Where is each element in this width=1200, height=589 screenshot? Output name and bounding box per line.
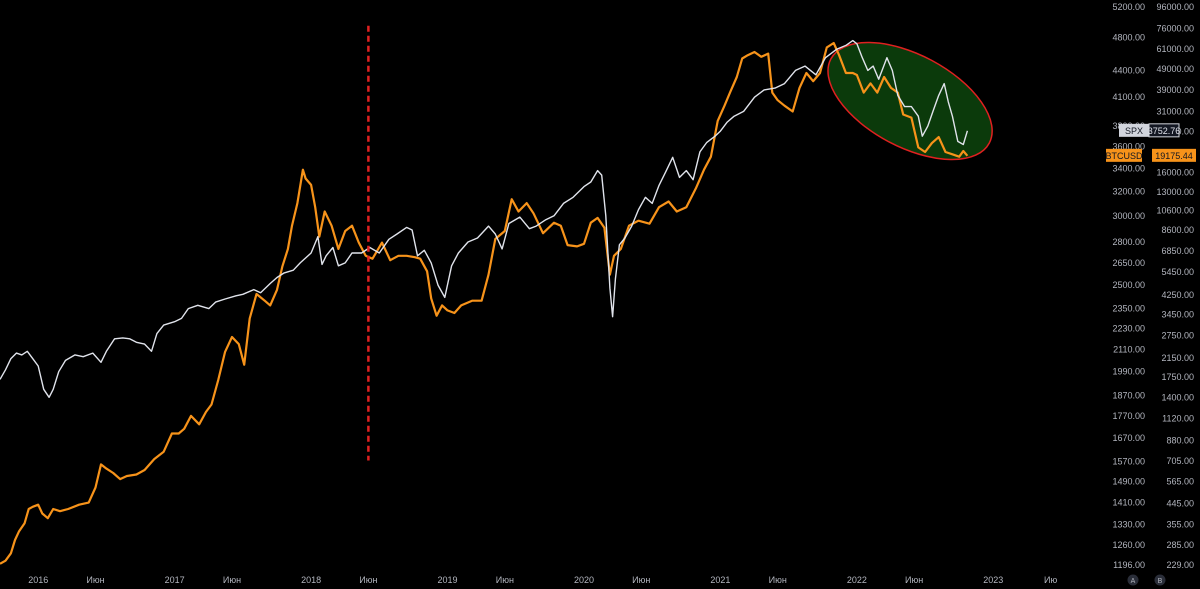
btc-tick-label: 705.00 (1166, 456, 1194, 466)
btc-tick-label: 285.00 (1166, 540, 1194, 550)
x-tick-label: 2021 (710, 575, 730, 585)
spx-tick-label: 4800.00 (1112, 32, 1145, 42)
x-tick-label: Июн (632, 575, 650, 585)
btc-tick-label: 1400.00 (1161, 393, 1194, 403)
btc-tick-label: 6850.00 (1161, 246, 1194, 256)
btcusd-last-value: 19175.44 (1155, 151, 1193, 161)
spx-tick-label: 3400.00 (1112, 163, 1145, 173)
btc-tick-label: 49000.00 (1156, 64, 1194, 74)
spx-tick-label: 1570.00 (1112, 457, 1145, 467)
spx-name-label: SPX (1125, 126, 1143, 136)
btc-tick-label: 8600.00 (1161, 225, 1194, 235)
x-tick-label: Июн (359, 575, 377, 585)
btc-tick-label: 31000.00 (1156, 106, 1194, 116)
spx-tick-label: 2230.00 (1112, 323, 1145, 333)
spx-tick-label: 1490.00 (1112, 477, 1145, 487)
btcusd-value-badge (1152, 148, 1196, 162)
spx-tick-label: 1870.00 (1112, 390, 1145, 400)
spx-tick-label: 1990.00 (1112, 367, 1145, 377)
annotations-back (827, 41, 993, 161)
spx-name-badge (1119, 123, 1149, 137)
x-tick-label: 2020 (574, 575, 594, 585)
spx-line (0, 39, 969, 398)
btc-tick-label: 16000.00 (1156, 168, 1194, 178)
x-tick-label: Июн (769, 575, 787, 585)
spx-last-value: 3752.76 (1148, 126, 1181, 136)
btc-tick-label: 96000.00 (1156, 2, 1194, 12)
btc-tick-label: 4250.00 (1161, 290, 1194, 300)
spx-tick-label: 1330.00 (1112, 520, 1145, 530)
highlight-ellipse (827, 41, 993, 161)
btcusd-line (0, 41, 969, 565)
btc-tick-label: 13000.00 (1156, 187, 1194, 197)
spx-tick-label: 3600.00 (1112, 142, 1145, 152)
btc-tick-label: 3450.00 (1161, 309, 1194, 319)
btc-tick-label: 880.00 (1166, 436, 1194, 446)
x-tick-label: 2019 (438, 575, 458, 585)
x-tick-label: Июн (223, 575, 241, 585)
spx-tick-label: 2800.00 (1112, 237, 1145, 247)
btc-tick-label: 5450.00 (1161, 267, 1194, 277)
time-axis-nav-icon-label: B (1158, 578, 1163, 585)
btc-tick-label: 39000.00 (1156, 85, 1194, 95)
series-layer (0, 39, 969, 565)
spx-tick-label: 1410.00 (1112, 498, 1145, 508)
spx-tick-label: 5200.00 (1112, 2, 1145, 12)
btc-tick-label: 10600.00 (1156, 206, 1194, 216)
x-tick-label: Июн (86, 575, 104, 585)
spx-tick-label: 4400.00 (1112, 65, 1145, 75)
btc-tick-label: 76000.00 (1156, 24, 1194, 34)
btc-tick-label: 61000.00 (1156, 44, 1194, 54)
time-axis-nav-icon (1154, 574, 1166, 586)
x-tick-label: Июн (496, 575, 514, 585)
spx-tick-label: 3000.00 (1112, 211, 1145, 221)
spx-tick-label: 1670.00 (1112, 433, 1145, 443)
btc-tick-label: 565.00 (1166, 477, 1194, 487)
btcusd-name-badge (1106, 148, 1142, 162)
x-axis-time[interactable]: 2016 Июн 2017 Июн 2018 Июн 2019 Июн 2020 Июн 2021 И… (28, 574, 1166, 586)
btc-tick-label: 2150.00 (1161, 353, 1194, 363)
x-tick-label: 2022 (847, 575, 867, 585)
x-tick-label: 2018 (301, 575, 321, 585)
spx-value-badge (1148, 123, 1180, 138)
x-tick-label: Ию (1044, 575, 1057, 585)
time-axis-nav-icon-label: A (1131, 578, 1136, 585)
x-tick-label: 2016 (28, 575, 48, 585)
btc-tick-label: 355.00 (1166, 519, 1194, 529)
y-axis-btc[interactable]: 96000.00 76000.00 61000.00 49000.00 39000.00… (1156, 2, 1194, 570)
spx-tick-label: 1196.00 (1113, 560, 1145, 570)
spx-tick-label: 1770.00 (1112, 411, 1145, 421)
spx-tick-label: 1260.00 (1112, 540, 1145, 550)
time-axis-nav-icon (1127, 574, 1139, 586)
x-tick-label: 2017 (165, 575, 185, 585)
x-tick-label: 2023 (983, 575, 1003, 585)
spx-tick-label: 2650.00 (1112, 258, 1145, 268)
spx-tick-label: 4100.00 (1112, 92, 1145, 102)
btc-tick-label: 229.00 (1166, 560, 1194, 570)
btcusd-name-label: BTCUSD (1105, 151, 1143, 161)
x-tick-label: Июн (905, 575, 923, 585)
btc-tick-label: 1120.00 (1162, 413, 1194, 423)
spx-tick-label: 2500.00 (1112, 280, 1145, 290)
y-axis-spx[interactable]: 5200.004800.004400.004100.003800.003600.… (1112, 2, 1145, 570)
btc-tick-label: 2750.00 (1161, 330, 1194, 340)
last-value-badges: SPX 3752.76 BTCUSD 19175.44 (1105, 123, 1196, 162)
spx-tick-label: 2110.00 (1113, 344, 1145, 354)
btc-tick-label: 1750.00 (1161, 372, 1194, 382)
spx-tick-label: 2350.00 (1112, 304, 1145, 314)
btc-tick-label: 445.00 (1166, 499, 1194, 509)
spx-tick-label: 3200.00 (1112, 186, 1145, 196)
